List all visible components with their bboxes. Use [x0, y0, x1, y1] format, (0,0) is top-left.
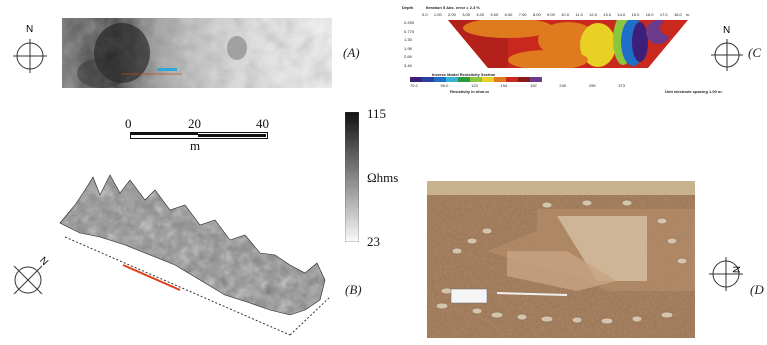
x-tick: 13.0	[603, 12, 612, 17]
compass-north-c-icon: N	[710, 25, 744, 72]
scale-bar: 0 20 40 m	[120, 116, 290, 156]
legend-swatch	[446, 77, 458, 82]
x-tick: 14.0	[617, 12, 626, 17]
depth-tick: 1.98	[404, 45, 412, 51]
compass-north-d-icon: N	[708, 256, 744, 292]
resistivity-section-image	[448, 20, 688, 68]
depth-tick: 3.46	[404, 62, 412, 68]
scale-unit: m	[190, 138, 201, 153]
legend-value: 240	[559, 83, 567, 88]
panel-d-photo	[427, 181, 695, 338]
legend-swatch	[458, 77, 470, 82]
colorbar-gradient	[345, 112, 359, 242]
red-profile-line	[122, 264, 181, 291]
excavation-photo	[427, 181, 695, 338]
compass-n-label: N	[26, 24, 34, 35]
x-tick: 15.0	[631, 12, 640, 17]
grayscale-map-image	[62, 18, 332, 88]
spacing-note: Unit electrode spacing 1.00 m.	[665, 89, 723, 94]
legend-values: 70.2 99.0 123 154 192 240 299 373	[410, 83, 625, 88]
legend-value: 123	[471, 83, 478, 88]
x-tick: 8.00	[532, 12, 541, 17]
x-tick: 17.0	[659, 12, 668, 17]
panel-c-label: (C	[748, 45, 761, 60]
x-tick: 7.00	[518, 12, 527, 17]
x-tick: 16.0	[645, 12, 654, 17]
panel-c-resistivity: Depth Iteration 5 Abs. error = 2.3 % 0.0…	[400, 2, 723, 97]
x-tick: 5.00	[490, 12, 499, 17]
legend-value: 70.2	[410, 83, 418, 88]
depth-tick: 0.250	[404, 20, 415, 25]
legend-value: 192	[529, 83, 537, 88]
legend-swatch	[434, 77, 446, 82]
compass-north-icon: N	[12, 24, 48, 74]
x-tick: 6.00	[504, 12, 513, 17]
depth-tick: 2.69	[404, 54, 412, 60]
x-tick: 0.0	[422, 12, 428, 17]
colorbar-max: 115	[367, 106, 387, 121]
legend-swatches	[410, 77, 542, 82]
panel-b-surface	[55, 165, 340, 340]
panel-d-label: (D	[750, 282, 764, 297]
photo-scale-rod	[496, 292, 568, 296]
highlight-marker	[157, 68, 177, 71]
x-tick: 10.0	[561, 12, 569, 17]
legend-swatch	[422, 77, 434, 82]
compass-north-rotated-icon: N	[10, 255, 50, 298]
legend-value: 154	[500, 83, 508, 88]
depth-tick: 0.775	[404, 28, 415, 34]
colorbar: 115 Ωhms 23	[345, 106, 415, 252]
panel-a-map	[62, 18, 332, 88]
x-tick: 11.0	[575, 12, 583, 17]
model-title: Inverse Model Resistivity Section	[432, 72, 496, 77]
legend-swatch	[410, 77, 422, 82]
panel-a-label: (A)	[343, 45, 360, 60]
scale-tick-0: 0	[125, 116, 132, 131]
legend-swatch	[518, 77, 530, 82]
compass-d-n-label: N	[730, 265, 742, 274]
x-tick: 12.0	[589, 12, 597, 17]
x-tick: 4.00	[476, 12, 485, 17]
colorbar-unit: Ωhms	[367, 170, 399, 185]
compass-c-n-label: N	[723, 25, 731, 36]
x-axis-ticks: 0.0 1.00 2.00 3.00 4.00 5.00 6.00 7.00 8…	[422, 12, 682, 17]
legend-swatch	[506, 77, 518, 82]
scale-tick-20: 20	[188, 116, 201, 131]
legend-value: 99.0	[440, 83, 449, 88]
legend-swatch	[530, 77, 542, 82]
panel-b-label: (B)	[345, 282, 362, 297]
x-tick: 9.00	[547, 12, 555, 17]
colorbar-min: 23	[367, 234, 380, 249]
legend-swatch	[470, 77, 482, 82]
legend-swatch	[494, 77, 506, 82]
x-tick: 18.0	[674, 12, 682, 17]
depth-label: Depth	[402, 5, 414, 10]
photo-board	[450, 288, 488, 304]
legend-swatch	[482, 77, 494, 82]
x-unit: m.	[686, 12, 691, 17]
iteration-header: Iteration 5 Abs. error = 2.3 %	[426, 5, 480, 10]
depth-ticks: 0.250 0.775 1.35 1.98 2.69 3.46	[404, 20, 422, 68]
legend-unit-label: Resistivity in ohm.m	[450, 89, 489, 94]
x-tick: 3.00	[462, 12, 470, 17]
x-tick: 1.00	[433, 12, 442, 17]
scale-tick-40: 40	[256, 116, 269, 131]
legend-value: 373	[618, 83, 625, 88]
x-tick: 2.00	[448, 12, 456, 17]
legend-value: 299	[588, 83, 596, 88]
depth-tick: 1.35	[404, 37, 412, 43]
